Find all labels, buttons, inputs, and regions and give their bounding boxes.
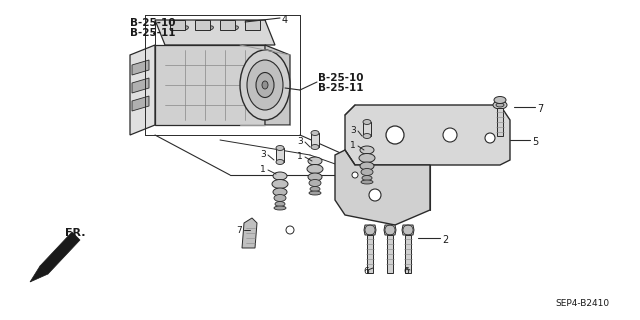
Ellipse shape (307, 164, 323, 173)
Ellipse shape (274, 206, 286, 210)
Text: 3: 3 (297, 137, 303, 146)
Polygon shape (40, 232, 80, 274)
Ellipse shape (369, 189, 381, 201)
Polygon shape (155, 45, 265, 125)
Text: 7: 7 (537, 104, 543, 114)
Ellipse shape (182, 26, 188, 30)
Text: 4: 4 (282, 15, 288, 25)
Ellipse shape (311, 131, 319, 135)
Ellipse shape (359, 154, 375, 163)
Text: 3: 3 (350, 126, 356, 135)
Ellipse shape (363, 133, 371, 139)
Ellipse shape (493, 101, 507, 109)
Polygon shape (170, 20, 185, 30)
Ellipse shape (308, 173, 322, 181)
Text: FR.: FR. (65, 228, 86, 238)
Polygon shape (384, 225, 396, 235)
Ellipse shape (360, 162, 374, 170)
Polygon shape (195, 20, 210, 30)
Ellipse shape (311, 145, 319, 149)
Ellipse shape (363, 119, 371, 124)
Polygon shape (220, 20, 235, 30)
Polygon shape (265, 45, 290, 125)
Bar (497, 108, 503, 136)
Ellipse shape (362, 175, 372, 180)
Ellipse shape (276, 159, 284, 164)
Bar (405, 235, 411, 273)
Ellipse shape (309, 191, 321, 195)
Bar (311, 133, 319, 147)
Ellipse shape (232, 26, 239, 30)
Ellipse shape (494, 97, 506, 103)
Polygon shape (132, 78, 149, 93)
Ellipse shape (360, 146, 374, 154)
Polygon shape (132, 96, 149, 111)
Ellipse shape (256, 73, 274, 98)
Polygon shape (30, 266, 48, 282)
Text: 6: 6 (363, 267, 369, 276)
Ellipse shape (273, 172, 287, 180)
Polygon shape (132, 60, 149, 75)
Bar (387, 235, 393, 273)
Text: 5: 5 (532, 137, 538, 147)
Text: 1: 1 (260, 165, 266, 174)
Ellipse shape (352, 172, 358, 178)
Bar (363, 122, 371, 136)
Text: B-25-10: B-25-10 (130, 18, 175, 28)
Ellipse shape (275, 202, 285, 206)
Ellipse shape (443, 128, 457, 142)
Ellipse shape (310, 187, 320, 191)
Text: 2: 2 (442, 235, 448, 245)
Ellipse shape (240, 50, 290, 120)
Polygon shape (335, 150, 430, 225)
Polygon shape (364, 225, 376, 235)
Polygon shape (242, 218, 257, 248)
Ellipse shape (207, 26, 213, 30)
Text: 6: 6 (403, 267, 409, 276)
Ellipse shape (273, 188, 287, 196)
Text: 1: 1 (297, 152, 303, 161)
Ellipse shape (247, 60, 283, 110)
Ellipse shape (308, 157, 322, 165)
Polygon shape (130, 45, 155, 135)
Polygon shape (155, 20, 275, 45)
Bar (367, 235, 373, 273)
Ellipse shape (361, 169, 373, 175)
Ellipse shape (496, 103, 504, 107)
Text: 7: 7 (236, 226, 242, 235)
Ellipse shape (272, 180, 288, 188)
Text: B-25-11: B-25-11 (130, 28, 175, 38)
Polygon shape (245, 20, 260, 30)
Ellipse shape (386, 126, 404, 144)
Text: SEP4-B2410: SEP4-B2410 (555, 299, 609, 308)
Text: B-25-11: B-25-11 (318, 83, 364, 93)
Text: 1: 1 (350, 141, 356, 150)
Polygon shape (345, 105, 510, 165)
Ellipse shape (276, 146, 284, 150)
Bar (276, 148, 284, 162)
Ellipse shape (262, 81, 268, 89)
Ellipse shape (309, 180, 321, 187)
Text: 3: 3 (260, 150, 266, 159)
Polygon shape (402, 225, 414, 235)
Ellipse shape (485, 133, 495, 143)
Text: B-25-10: B-25-10 (318, 73, 364, 83)
Ellipse shape (274, 195, 286, 202)
Ellipse shape (361, 180, 373, 184)
